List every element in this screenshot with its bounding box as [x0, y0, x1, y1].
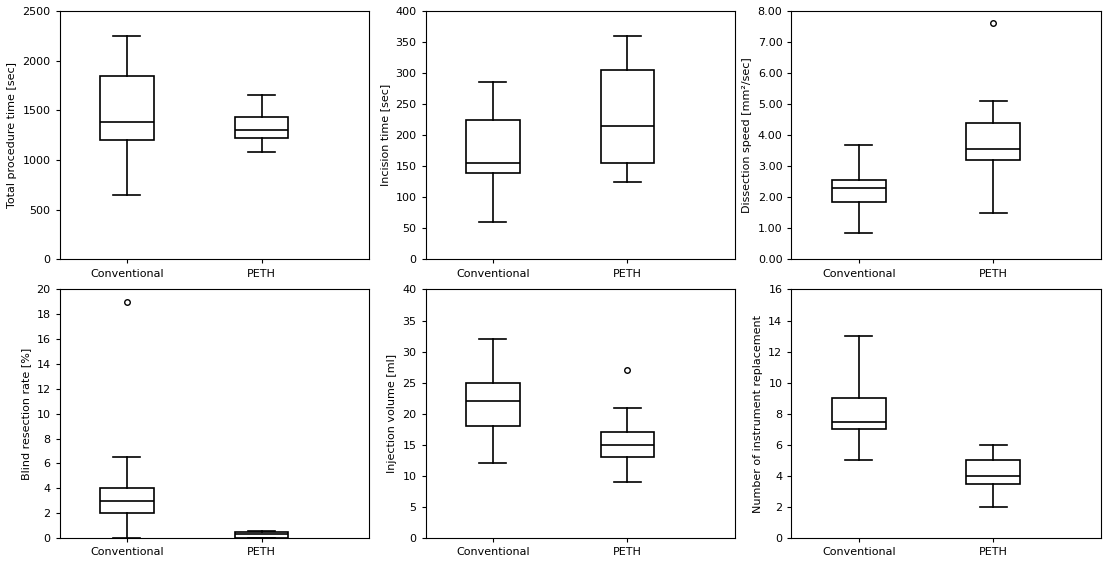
PathPatch shape: [100, 76, 154, 140]
PathPatch shape: [601, 433, 655, 457]
Y-axis label: Injection volume [ml]: Injection volume [ml]: [387, 354, 397, 473]
Y-axis label: Number of instrument replacement: Number of instrument replacement: [752, 315, 762, 513]
Y-axis label: Dissection speed [mm²/sec]: Dissection speed [mm²/sec]: [742, 58, 752, 213]
PathPatch shape: [832, 398, 885, 429]
PathPatch shape: [235, 532, 288, 538]
PathPatch shape: [966, 460, 1020, 484]
PathPatch shape: [466, 120, 520, 173]
Y-axis label: Incision time [sec]: Incision time [sec]: [380, 84, 390, 186]
PathPatch shape: [235, 117, 288, 138]
PathPatch shape: [832, 180, 885, 202]
PathPatch shape: [100, 488, 154, 513]
Y-axis label: Blind resection rate [%]: Blind resection rate [%]: [21, 347, 31, 480]
Y-axis label: Total procedure time [sec]: Total procedure time [sec]: [7, 62, 17, 208]
PathPatch shape: [601, 70, 655, 163]
PathPatch shape: [466, 383, 520, 426]
PathPatch shape: [966, 123, 1020, 160]
